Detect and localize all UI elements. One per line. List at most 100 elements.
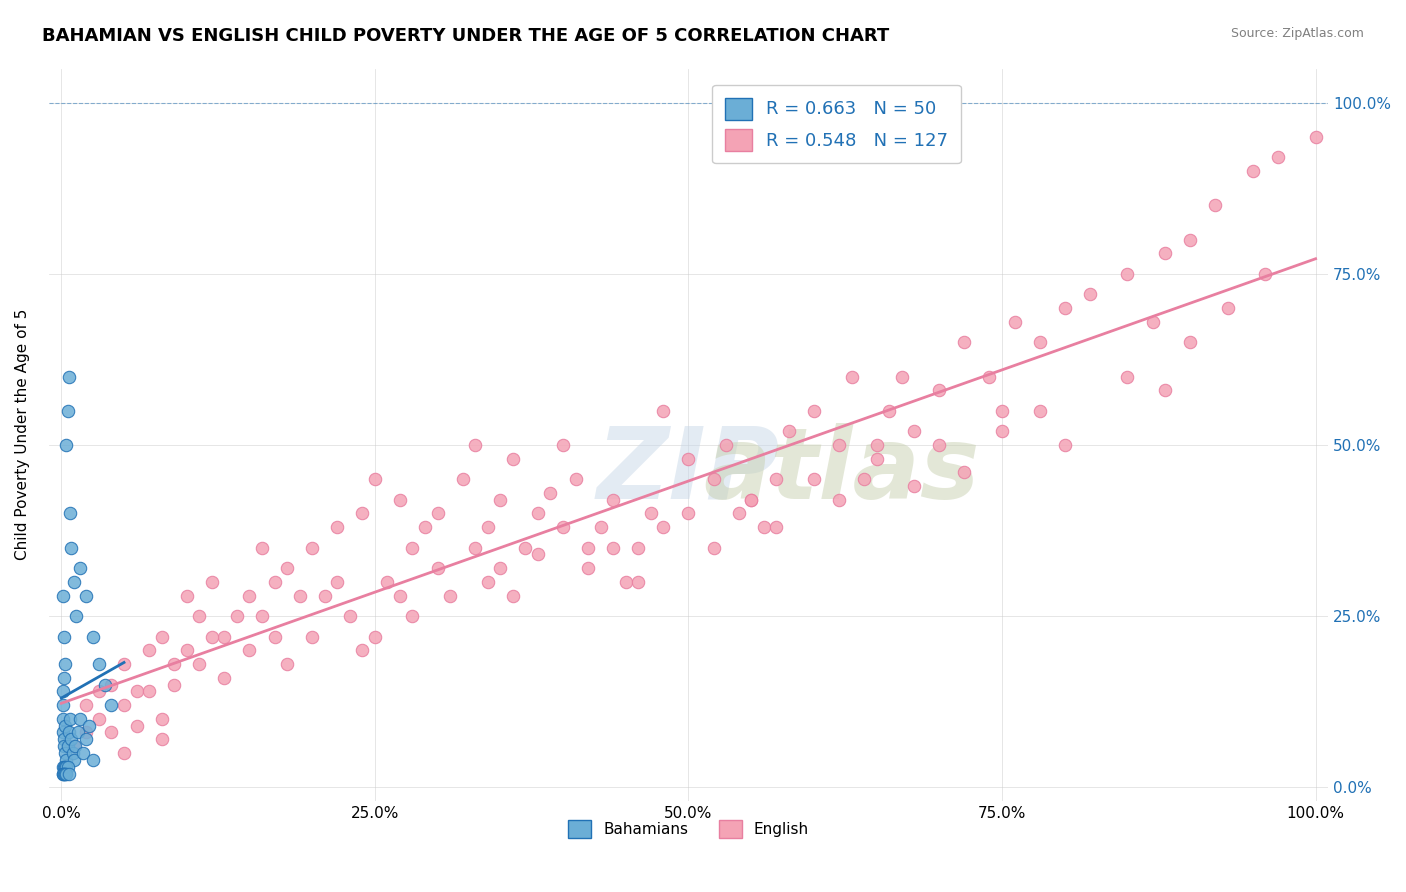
Point (55, 753, 77, 767)
Point (276, 561, 298, 575)
Point (51, 766, 73, 780)
Point (426, 561, 449, 575)
Point (100, 677, 122, 691)
Point (426, 507, 449, 521)
Point (77, 718, 100, 732)
Point (953, 335, 976, 350)
Point (55, 438, 77, 452)
Point (527, 548, 550, 562)
Point (188, 657, 211, 671)
Point (652, 520, 675, 534)
Point (263, 630, 285, 644)
Point (188, 609, 211, 624)
Text: atlas: atlas (704, 423, 980, 520)
Point (678, 507, 700, 521)
Point (58, 725, 80, 739)
Point (112, 746, 135, 760)
Point (1116, 267, 1139, 281)
Point (58, 369, 80, 384)
Point (803, 403, 825, 417)
Point (63, 753, 86, 767)
Point (52, 671, 75, 685)
Point (87, 657, 110, 671)
Point (877, 403, 900, 417)
Point (59, 712, 82, 726)
Point (163, 677, 186, 691)
Point (841, 369, 863, 384)
Point (225, 609, 247, 624)
Point (576, 541, 599, 555)
Point (778, 424, 800, 438)
Point (250, 609, 273, 624)
Point (163, 657, 186, 671)
Point (82, 753, 104, 767)
Point (1204, 198, 1226, 212)
Point (1267, 151, 1289, 165)
Point (377, 574, 399, 589)
Point (828, 438, 851, 452)
Point (352, 507, 374, 521)
Point (828, 492, 851, 507)
Point (1078, 287, 1101, 301)
Point (75, 725, 97, 739)
Point (928, 438, 950, 452)
Point (1053, 438, 1076, 452)
Point (263, 574, 285, 589)
Point (51, 684, 73, 698)
Point (62, 746, 84, 760)
Point (1241, 164, 1264, 178)
Point (65, 609, 87, 624)
Point (53, 766, 76, 780)
Point (326, 574, 349, 589)
Point (1178, 233, 1201, 247)
Point (991, 403, 1014, 417)
Point (51, 589, 73, 603)
Point (112, 657, 135, 671)
Point (589, 520, 612, 534)
Point (301, 541, 323, 555)
Point (401, 609, 423, 624)
Point (75, 732, 97, 747)
Point (903, 424, 925, 438)
Text: Source: ZipAtlas.com: Source: ZipAtlas.com (1230, 27, 1364, 40)
Point (602, 492, 624, 507)
Point (979, 369, 1001, 384)
Point (714, 438, 737, 452)
Point (214, 630, 236, 644)
Y-axis label: Child Poverty Under the Age of 5: Child Poverty Under the Age of 5 (15, 309, 30, 560)
Point (56, 403, 79, 417)
Point (82, 630, 104, 644)
Point (527, 507, 550, 521)
Point (752, 520, 775, 534)
Point (401, 541, 423, 555)
Point (60, 541, 83, 555)
Point (364, 472, 387, 486)
Point (953, 466, 976, 480)
Point (125, 684, 148, 698)
Point (51, 698, 73, 712)
Point (176, 643, 198, 657)
Point (551, 438, 574, 452)
Point (75, 698, 97, 712)
Point (765, 472, 787, 486)
Point (69, 561, 91, 575)
Point (489, 561, 512, 575)
Point (540, 486, 562, 500)
Point (176, 589, 198, 603)
Point (51, 759, 73, 773)
Point (72, 746, 94, 760)
Point (52, 732, 75, 747)
Point (201, 574, 224, 589)
Point (288, 589, 311, 603)
Point (87, 684, 110, 698)
Point (451, 472, 474, 486)
Point (640, 507, 662, 521)
Point (69, 712, 91, 726)
Point (250, 541, 273, 555)
Point (94, 677, 117, 691)
Point (276, 657, 298, 671)
Point (1142, 315, 1164, 329)
Point (52, 630, 75, 644)
Point (702, 541, 724, 555)
Point (201, 630, 224, 644)
